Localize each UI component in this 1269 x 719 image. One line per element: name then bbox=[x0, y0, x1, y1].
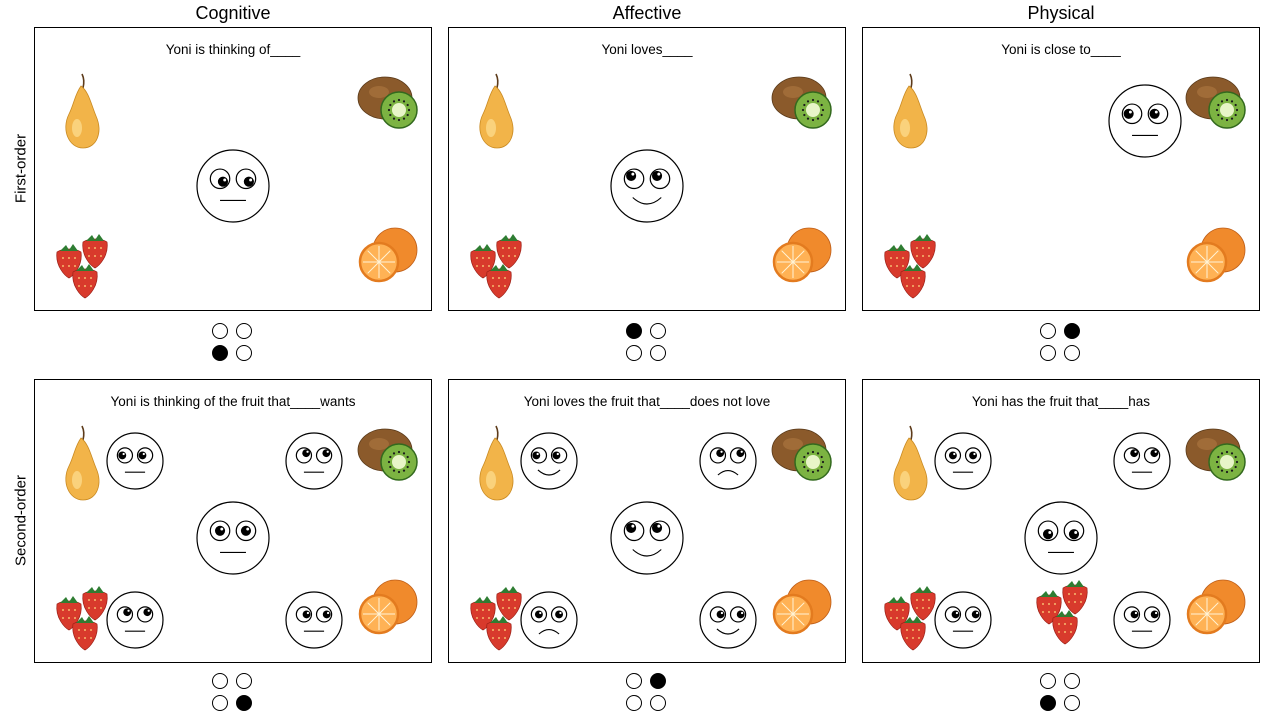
other-face-br bbox=[1113, 591, 1171, 649]
answer-option-1 bbox=[212, 673, 228, 689]
other-face-tr bbox=[285, 432, 343, 490]
strawberry-icon bbox=[56, 234, 108, 299]
other-face-tr bbox=[699, 432, 757, 490]
column-header-physical: Physical bbox=[1027, 3, 1095, 23]
answer-option-3 bbox=[626, 695, 642, 711]
panel-prompt: Yoni is thinking of the fruit that____wa… bbox=[110, 394, 356, 409]
answer-option-1 bbox=[1040, 673, 1056, 689]
orange-icon bbox=[1186, 227, 1246, 283]
panel-prompt: Yoni loves the fruit that____does not lo… bbox=[523, 394, 771, 409]
other-face-bl bbox=[934, 591, 992, 649]
answer-option-4 bbox=[236, 345, 252, 361]
pear-icon bbox=[65, 73, 100, 149]
row-label-second-order: Second-order bbox=[12, 475, 30, 566]
answer-option-2 bbox=[236, 323, 252, 339]
answer-options bbox=[626, 673, 668, 713]
answer-option-4 bbox=[1064, 695, 1080, 711]
strawberry-icon bbox=[56, 586, 108, 651]
answer-option-2 bbox=[236, 673, 252, 689]
yoni-face bbox=[610, 501, 684, 575]
panel-prompt: Yoni is thinking of____ bbox=[165, 42, 301, 57]
answer-option-4 bbox=[650, 345, 666, 361]
answer-option-3 bbox=[212, 345, 228, 361]
other-face-bl bbox=[520, 591, 578, 649]
answer-option-2 bbox=[1064, 673, 1080, 689]
kiwi-icon bbox=[357, 428, 418, 481]
panel-second-order-affective: Yoni loves the fruit that____does not lo… bbox=[448, 379, 846, 663]
yoni-face bbox=[1024, 501, 1098, 575]
answer-option-4 bbox=[650, 695, 666, 711]
orange-icon bbox=[358, 579, 418, 635]
kiwi-icon bbox=[771, 428, 832, 481]
answer-option-2 bbox=[650, 323, 666, 339]
yoni-face bbox=[196, 149, 270, 223]
kiwi-icon bbox=[1185, 76, 1246, 129]
orange-icon bbox=[772, 579, 832, 635]
panel-illustration bbox=[56, 425, 418, 651]
answer-option-2 bbox=[650, 673, 666, 689]
panel-illustration bbox=[56, 73, 418, 299]
answer-options bbox=[1040, 323, 1082, 363]
answer-option-1 bbox=[212, 323, 228, 339]
answer-options bbox=[212, 673, 254, 713]
other-face-tr bbox=[1113, 432, 1171, 490]
pear-icon bbox=[893, 425, 928, 501]
answer-options bbox=[1040, 673, 1082, 713]
pear-icon bbox=[479, 73, 514, 149]
panel-prompt: Yoni loves____ bbox=[601, 42, 693, 57]
panel-illustration bbox=[884, 425, 1246, 651]
answer-option-3 bbox=[626, 345, 642, 361]
panel-first-order-affective: Yoni loves____ bbox=[448, 27, 846, 311]
kiwi-icon bbox=[771, 76, 832, 129]
answer-option-1 bbox=[626, 673, 642, 689]
pear-icon bbox=[479, 425, 514, 501]
answer-options bbox=[212, 323, 254, 363]
panel-illustration bbox=[470, 425, 832, 651]
pear-icon bbox=[65, 425, 100, 501]
other-face-tl bbox=[106, 432, 164, 490]
answer-options bbox=[626, 323, 668, 363]
yoni-face bbox=[1108, 84, 1182, 158]
panel-prompt: Yoni is close to____ bbox=[1001, 42, 1121, 57]
row-label-first-order: First-order bbox=[12, 133, 30, 204]
yoni-face bbox=[196, 501, 270, 575]
panel-illustration bbox=[470, 73, 832, 299]
strawberry-icon bbox=[884, 234, 936, 299]
panel-second-order-cognitive: Yoni is thinking of the fruit that____wa… bbox=[34, 379, 432, 663]
column-header-affective: Affective bbox=[612, 3, 682, 23]
strawberry-icon bbox=[470, 586, 522, 651]
other-face-tl bbox=[934, 432, 992, 490]
kiwi-icon bbox=[1185, 428, 1246, 481]
other-face-tl bbox=[520, 432, 578, 490]
answer-option-4 bbox=[236, 695, 252, 711]
orange-icon bbox=[772, 227, 832, 283]
other-face-br bbox=[699, 591, 757, 649]
answer-option-1 bbox=[626, 323, 642, 339]
column-header-cognitive: Cognitive bbox=[195, 3, 271, 23]
strawberry-icon bbox=[884, 586, 936, 651]
other-face-bl bbox=[106, 591, 164, 649]
kiwi-icon bbox=[357, 76, 418, 129]
answer-option-3 bbox=[1040, 695, 1056, 711]
panel-first-order-physical: Yoni is close to____ bbox=[862, 27, 1260, 311]
orange-icon bbox=[358, 227, 418, 283]
answer-option-1 bbox=[1040, 323, 1056, 339]
answer-option-4 bbox=[1064, 345, 1080, 361]
strawberry-icon bbox=[470, 234, 522, 299]
orange-icon bbox=[1186, 579, 1246, 635]
pear-icon bbox=[893, 73, 928, 149]
yoni-face bbox=[610, 149, 684, 223]
answer-option-3 bbox=[1040, 345, 1056, 361]
panel-first-order-cognitive: Yoni is thinking of____ bbox=[34, 27, 432, 311]
panel-second-order-physical: Yoni has the fruit that____has bbox=[862, 379, 1260, 663]
answer-option-2 bbox=[1064, 323, 1080, 339]
panel-prompt: Yoni has the fruit that____has bbox=[971, 394, 1151, 409]
answer-option-3 bbox=[212, 695, 228, 711]
panel-illustration bbox=[884, 73, 1246, 299]
strawberry-icon bbox=[1036, 580, 1088, 645]
other-face-br bbox=[285, 591, 343, 649]
